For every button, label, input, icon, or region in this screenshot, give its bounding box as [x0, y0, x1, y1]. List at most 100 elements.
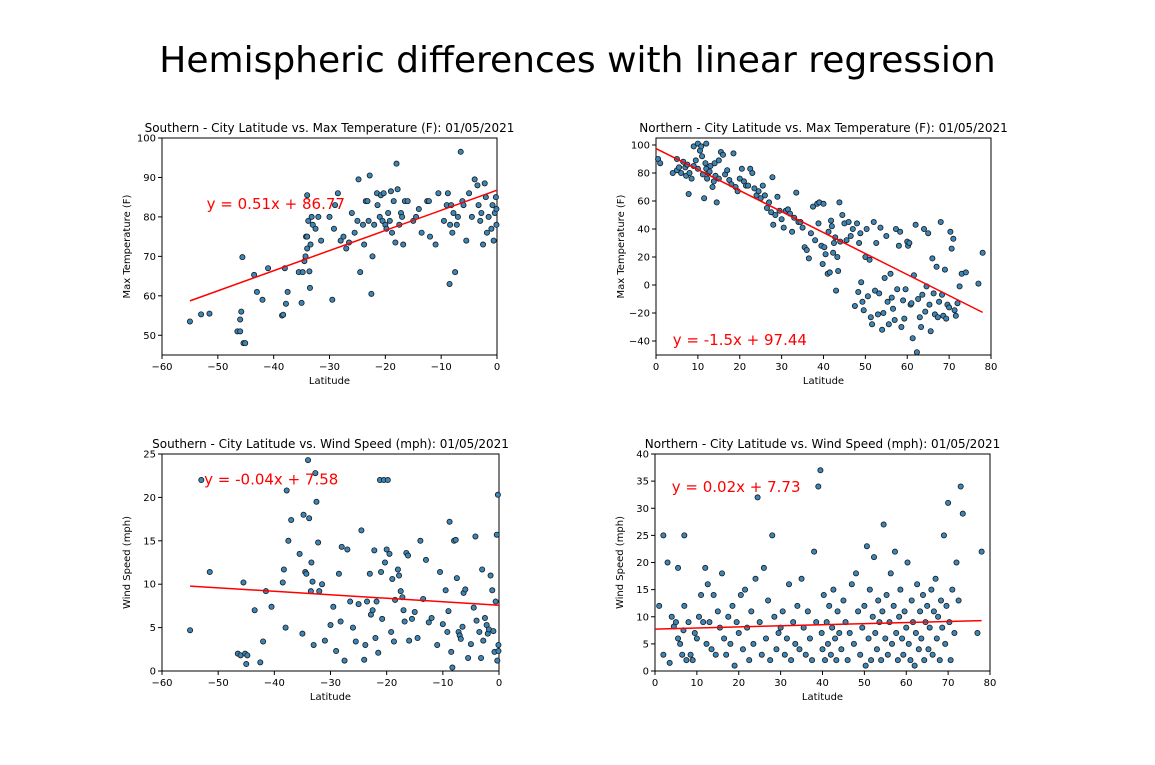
- data-point: [492, 194, 499, 201]
- data-point: [730, 150, 737, 157]
- data-point: [679, 651, 686, 658]
- data-point: [237, 328, 244, 335]
- data-point: [693, 635, 700, 642]
- y-axis-label: Wind Speed (mph): [615, 516, 626, 609]
- y-tick-label: 20: [143, 493, 156, 504]
- y-tick-label: 0: [644, 281, 650, 292]
- data-point: [836, 630, 843, 637]
- data-point: [950, 235, 957, 242]
- data-point: [437, 569, 444, 576]
- y-tick-label: 80: [143, 212, 156, 223]
- data-point: [669, 169, 676, 176]
- data-point: [692, 157, 699, 164]
- data-point: [863, 543, 870, 550]
- data-point: [400, 241, 407, 248]
- data-point: [957, 483, 964, 490]
- data-point: [713, 199, 720, 206]
- data-point: [783, 635, 790, 642]
- data-point: [411, 608, 418, 615]
- data-point: [829, 624, 836, 631]
- data-point: [401, 618, 408, 625]
- data-point: [934, 314, 941, 321]
- data-point: [758, 651, 765, 658]
- y-tick-label: 30: [636, 504, 649, 515]
- data-point: [268, 603, 275, 610]
- data-point: [796, 646, 803, 653]
- data-point: [736, 175, 743, 182]
- data-point: [418, 229, 425, 236]
- data-point: [452, 536, 459, 543]
- data-point: [940, 532, 947, 539]
- data-point: [872, 287, 879, 294]
- data-point: [390, 638, 397, 645]
- data-point: [715, 157, 722, 164]
- data-point: [369, 253, 376, 260]
- y-axis-label: Max Temperature (F): [122, 194, 133, 298]
- regression-line: [655, 147, 983, 314]
- data-point: [355, 176, 362, 183]
- data-point: [340, 233, 347, 240]
- data-point: [490, 628, 497, 635]
- y-tick-label: 0: [150, 667, 156, 678]
- y-tick-label: 40: [637, 225, 650, 236]
- data-point: [955, 597, 962, 604]
- data-point: [677, 640, 684, 647]
- data-point: [493, 531, 500, 538]
- data-point: [366, 172, 373, 179]
- data-point: [807, 230, 814, 237]
- data-point: [361, 656, 368, 663]
- data-point: [873, 239, 880, 246]
- data-point: [251, 607, 258, 614]
- data-point: [337, 237, 344, 244]
- data-point: [714, 608, 721, 615]
- data-point: [889, 640, 896, 647]
- data-point: [860, 307, 867, 314]
- data-point: [477, 217, 484, 224]
- data-point: [822, 251, 829, 258]
- data-point: [319, 581, 326, 588]
- data-point: [378, 569, 385, 576]
- data-point: [206, 569, 213, 576]
- data-point: [855, 288, 862, 295]
- data-point: [656, 602, 663, 609]
- data-point: [425, 198, 432, 205]
- data-point: [866, 586, 873, 593]
- data-point: [493, 221, 500, 228]
- data-point: [354, 217, 361, 224]
- x-tick-label: −10: [431, 362, 452, 373]
- data-point: [371, 547, 378, 554]
- data-point: [869, 321, 876, 328]
- data-point: [706, 168, 713, 175]
- x-tick-label: 40: [817, 362, 830, 373]
- data-point: [344, 546, 351, 553]
- data-point: [859, 298, 866, 305]
- data-point: [494, 491, 501, 498]
- data-point: [341, 657, 348, 664]
- data-point: [362, 641, 369, 648]
- data-point: [467, 641, 474, 648]
- data-point: [361, 241, 368, 248]
- data-point: [809, 657, 816, 664]
- data-point: [871, 554, 878, 561]
- data-point: [685, 619, 692, 626]
- data-point: [872, 630, 879, 637]
- data-point: [198, 477, 205, 484]
- data-point: [945, 499, 952, 506]
- data-point: [885, 321, 892, 328]
- chart-panel: Southern - City Latitude vs. Wind Speed …: [122, 437, 509, 703]
- data-point: [894, 657, 901, 664]
- data-point: [868, 657, 875, 664]
- data-point: [447, 221, 454, 228]
- data-point: [394, 186, 401, 193]
- data-point: [867, 314, 874, 321]
- data-point: [280, 566, 287, 573]
- x-tick-label: −40: [263, 362, 284, 373]
- data-point: [935, 613, 942, 620]
- data-point: [206, 310, 213, 317]
- data-point: [372, 635, 379, 642]
- regression-equation: y = 0.51x + 86.77: [207, 195, 345, 213]
- data-point: [907, 657, 914, 664]
- figure-title: Hemispheric differences with linear regr…: [159, 40, 996, 81]
- regression-line: [654, 619, 982, 630]
- data-point: [688, 175, 695, 182]
